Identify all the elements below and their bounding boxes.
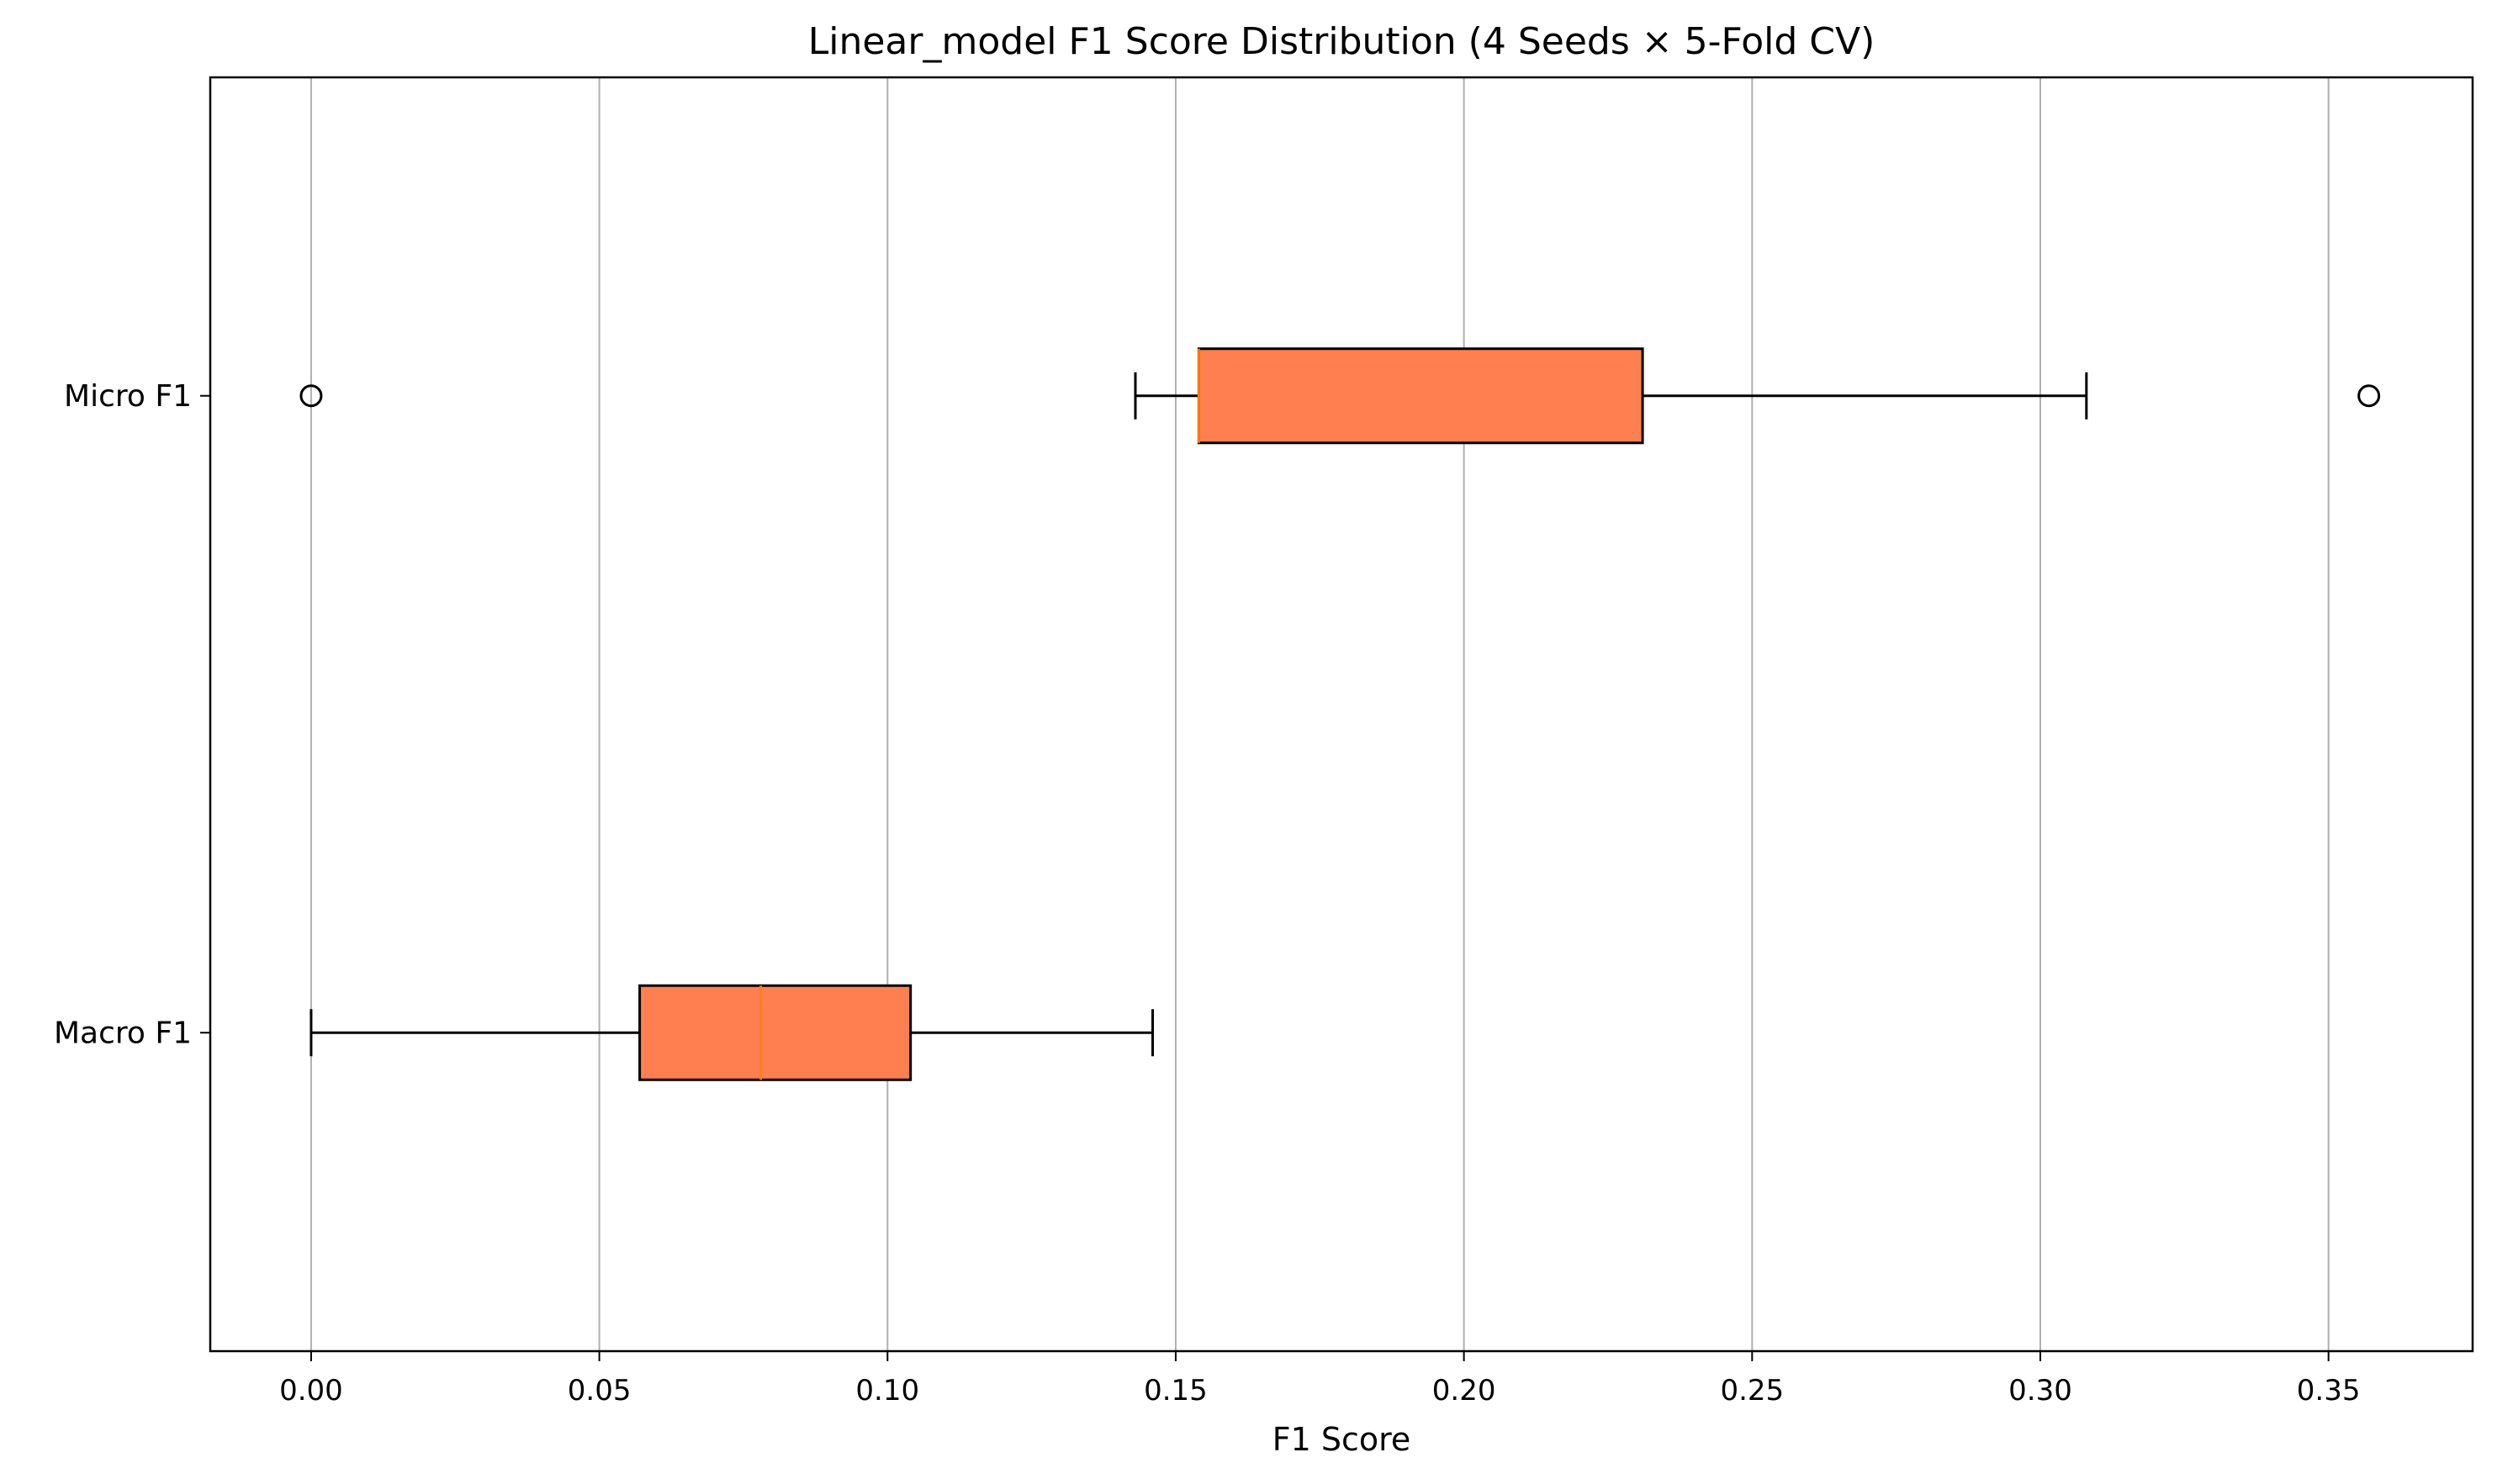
iqr-box — [638, 984, 913, 1081]
axis-layer: 0.00 0.05 0.10 0.15 0.20 0.25 0.30 0.35 Micro F1… — [54, 379, 2361, 1407]
x-tick-label: 0.35 — [2297, 1374, 2361, 1407]
box-layer — [299, 347, 2381, 1081]
outlier-point — [299, 384, 323, 408]
x-tick-label: 0.00 — [279, 1374, 343, 1407]
iqr-box — [1197, 347, 1644, 445]
chart-title: Linear_model F1 Score Distribution (4 Se… — [808, 20, 1875, 63]
grid-layer — [309, 77, 2330, 1351]
x-tick-label: 0.25 — [1720, 1374, 1784, 1407]
outlier-point — [2357, 384, 2381, 408]
x-tick-label: 0.15 — [1144, 1374, 1208, 1407]
y-tick-label: Micro F1 — [64, 379, 192, 414]
plot-frame — [209, 76, 2474, 1353]
x-tick-label: 0.20 — [1432, 1374, 1496, 1407]
x-tick-label: 0.30 — [2008, 1374, 2072, 1407]
x-axis-label: F1 Score — [1272, 1421, 1411, 1458]
y-tick-label: Macro F1 — [54, 1016, 192, 1050]
x-tick-label: 0.05 — [568, 1374, 632, 1407]
x-tick-label: 0.10 — [855, 1374, 919, 1407]
